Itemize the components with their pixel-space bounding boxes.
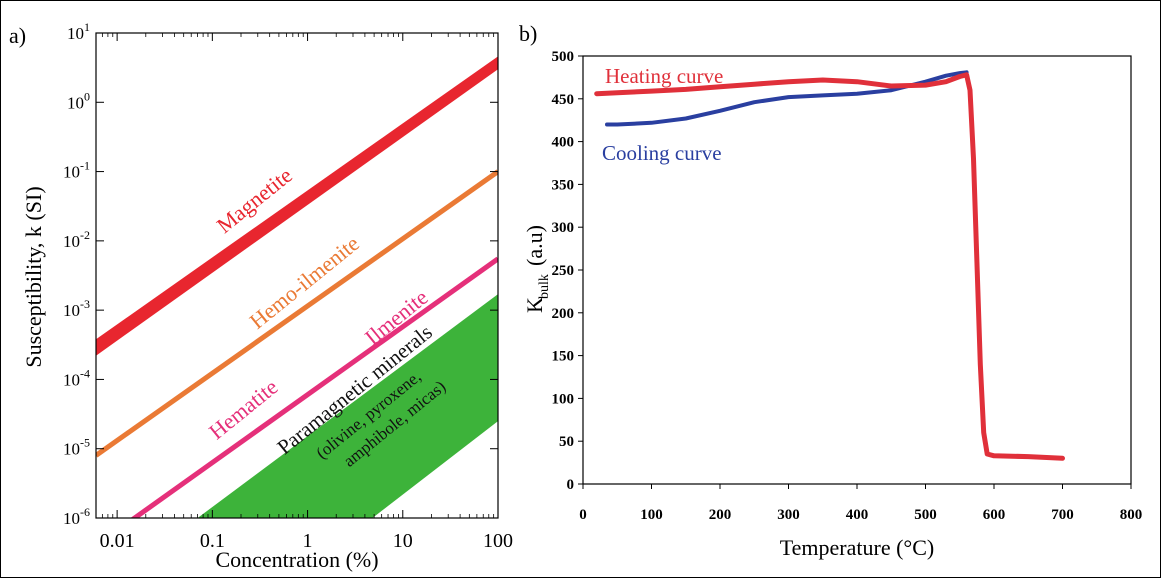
b-y-tick-label-0: 0 <box>567 477 575 493</box>
b-x-tick-label-800: 800 <box>1120 507 1143 523</box>
x-tick-label-1: 1 <box>303 530 313 552</box>
b-x-tick-label-500: 500 <box>914 507 937 523</box>
panel-b-x-axis-title: Temperature (°C) <box>780 535 934 560</box>
heating-curve-label: Heating curve <box>605 64 723 88</box>
panel-b-label: b) <box>519 21 537 46</box>
panel-a-frame <box>95 32 499 519</box>
b-y-tick-label-350: 350 <box>552 177 575 193</box>
y-tick-label-0: 100 <box>67 89 90 112</box>
paramagnetic-band <box>197 294 498 518</box>
panel-a-ticks <box>95 32 499 519</box>
panel-a-plot-area <box>96 56 498 518</box>
panel-a-label: a) <box>9 23 26 48</box>
x-tick-label-100: 100 <box>483 530 513 552</box>
panel-b-plot-area <box>594 70 1065 461</box>
hemo-ilmenite-line <box>96 169 498 458</box>
b-y-tick-label-150: 150 <box>552 349 575 365</box>
b-x-tick-label-600: 600 <box>983 507 1006 523</box>
panel-b-ticks <box>578 55 1132 489</box>
y-tick-label--6: 10-6 <box>63 505 90 528</box>
magnetite-label: Magnetite <box>212 162 297 238</box>
panel-a: a) 0.01 0.1 1 10 100 10-6 10-5 10-4 10-3 10-2 10-1… <box>9 20 513 572</box>
y-tick-label--5: 10-5 <box>63 436 90 459</box>
panel-b-y-axis-title: K bulk (a.u) <box>522 225 552 313</box>
cooling-curve-label: Cooling curve <box>602 141 722 165</box>
panel-b-tick-labels: 0 100 200 300 400 500 600 700 800 0 50 100 150 200 250… <box>552 49 1143 523</box>
b-y-tick-label-200: 200 <box>552 306 575 322</box>
b-x-tick-label-200: 200 <box>709 507 732 523</box>
b-x-tick-label-0: 0 <box>579 507 587 523</box>
b-y-tick-label-400: 400 <box>552 135 575 151</box>
hematite-line <box>130 256 498 518</box>
panel-a-y-axis-title: Susceptibility, k (SI) <box>21 186 46 367</box>
y-title-subscript: bulk <box>537 274 552 299</box>
x-tick-label-10: 10 <box>393 530 413 552</box>
magnetite-band <box>96 56 498 356</box>
y-title-units: (a.u) <box>522 225 547 266</box>
b-y-tick-label-250: 250 <box>552 263 575 279</box>
hemo-ilmenite-label: Hemo-ilmenite <box>245 231 364 334</box>
b-x-tick-label-400: 400 <box>846 507 869 523</box>
b-x-tick-label-100: 100 <box>640 507 663 523</box>
b-y-tick-label-500: 500 <box>552 49 575 65</box>
panel-a-x-axis-title: Concentration (%) <box>215 547 378 572</box>
cooling-curve-line <box>605 70 969 127</box>
b-x-tick-label-300: 300 <box>777 507 800 523</box>
b-y-tick-label-450: 450 <box>552 92 575 108</box>
y-tick-label--3: 10-3 <box>63 297 90 320</box>
b-y-tick-label-300: 300 <box>552 220 575 236</box>
panel-b: b) 0 100 200 300 400 500 600 700 800 0 50 100 150 200… <box>519 21 1142 560</box>
panel-a-tick-labels: 0.01 0.1 1 10 100 10-6 10-5 10-4 10-3 10-2 10-1 100… <box>63 20 513 552</box>
y-tick-label--2: 10-2 <box>63 228 90 251</box>
y-tick-label-1: 101 <box>67 20 90 43</box>
y-title-main: K <box>522 297 547 313</box>
b-x-tick-label-700: 700 <box>1051 507 1074 523</box>
heating-curve-line <box>594 72 1065 461</box>
x-tick-label-0.01: 0.01 <box>100 530 135 552</box>
b-y-tick-label-50: 50 <box>559 434 574 450</box>
y-tick-label--4: 10-4 <box>63 366 90 389</box>
hematite-label: Hematite <box>204 374 282 444</box>
b-y-tick-label-100: 100 <box>552 391 575 407</box>
y-tick-label--1: 10-1 <box>63 159 90 182</box>
x-tick-label-0.1: 0.1 <box>200 530 225 552</box>
